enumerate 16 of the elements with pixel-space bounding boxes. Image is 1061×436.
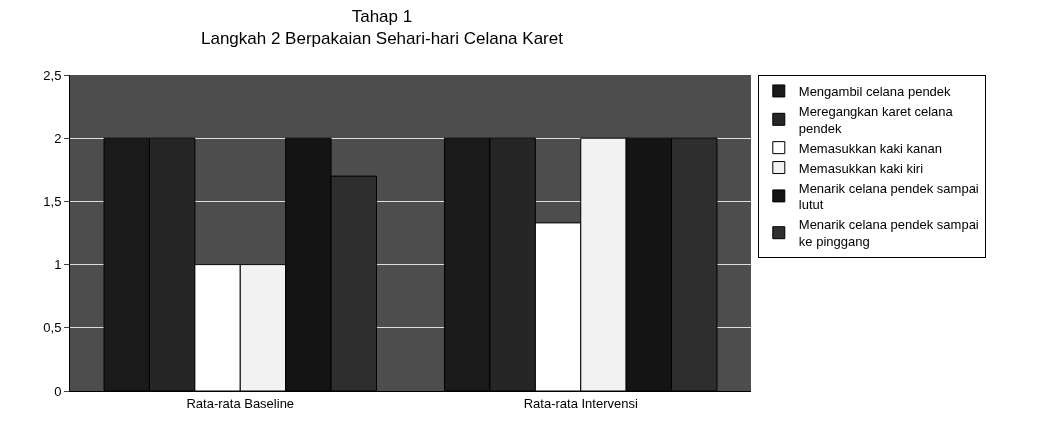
y-tick-label: 2,5 <box>43 67 62 83</box>
y-tick-label: 0 <box>54 383 62 399</box>
legend-label: Meregangkan karet celana pendek <box>798 103 954 136</box>
y-tick-label: 1 <box>54 257 62 273</box>
y-tick-label: 0,5 <box>43 320 62 336</box>
chart-subtitle: Langkah 2 Berpakaian Sehari-hari Celana Karet <box>200 28 564 48</box>
legend-label: Menarik celana pendek sampai lutut <box>798 180 979 213</box>
x-tick-label: Rata-rata Intervensi <box>523 395 638 411</box>
y-tick-label: 1,5 <box>43 193 62 209</box>
chart-title: Tahap 1 <box>351 6 413 26</box>
legend-label: Mengambil celana pendek <box>798 84 952 100</box>
legend-label: Menarik celana pendek sampai ke pinggang <box>798 217 979 250</box>
legend-label: Memasukkan kaki kiri <box>798 160 924 176</box>
y-tick-label: 2 <box>54 130 62 146</box>
x-tick-label: Rata-rata Baseline <box>186 395 295 411</box>
legend-label: Memasukkan kaki kanan <box>798 140 942 156</box>
